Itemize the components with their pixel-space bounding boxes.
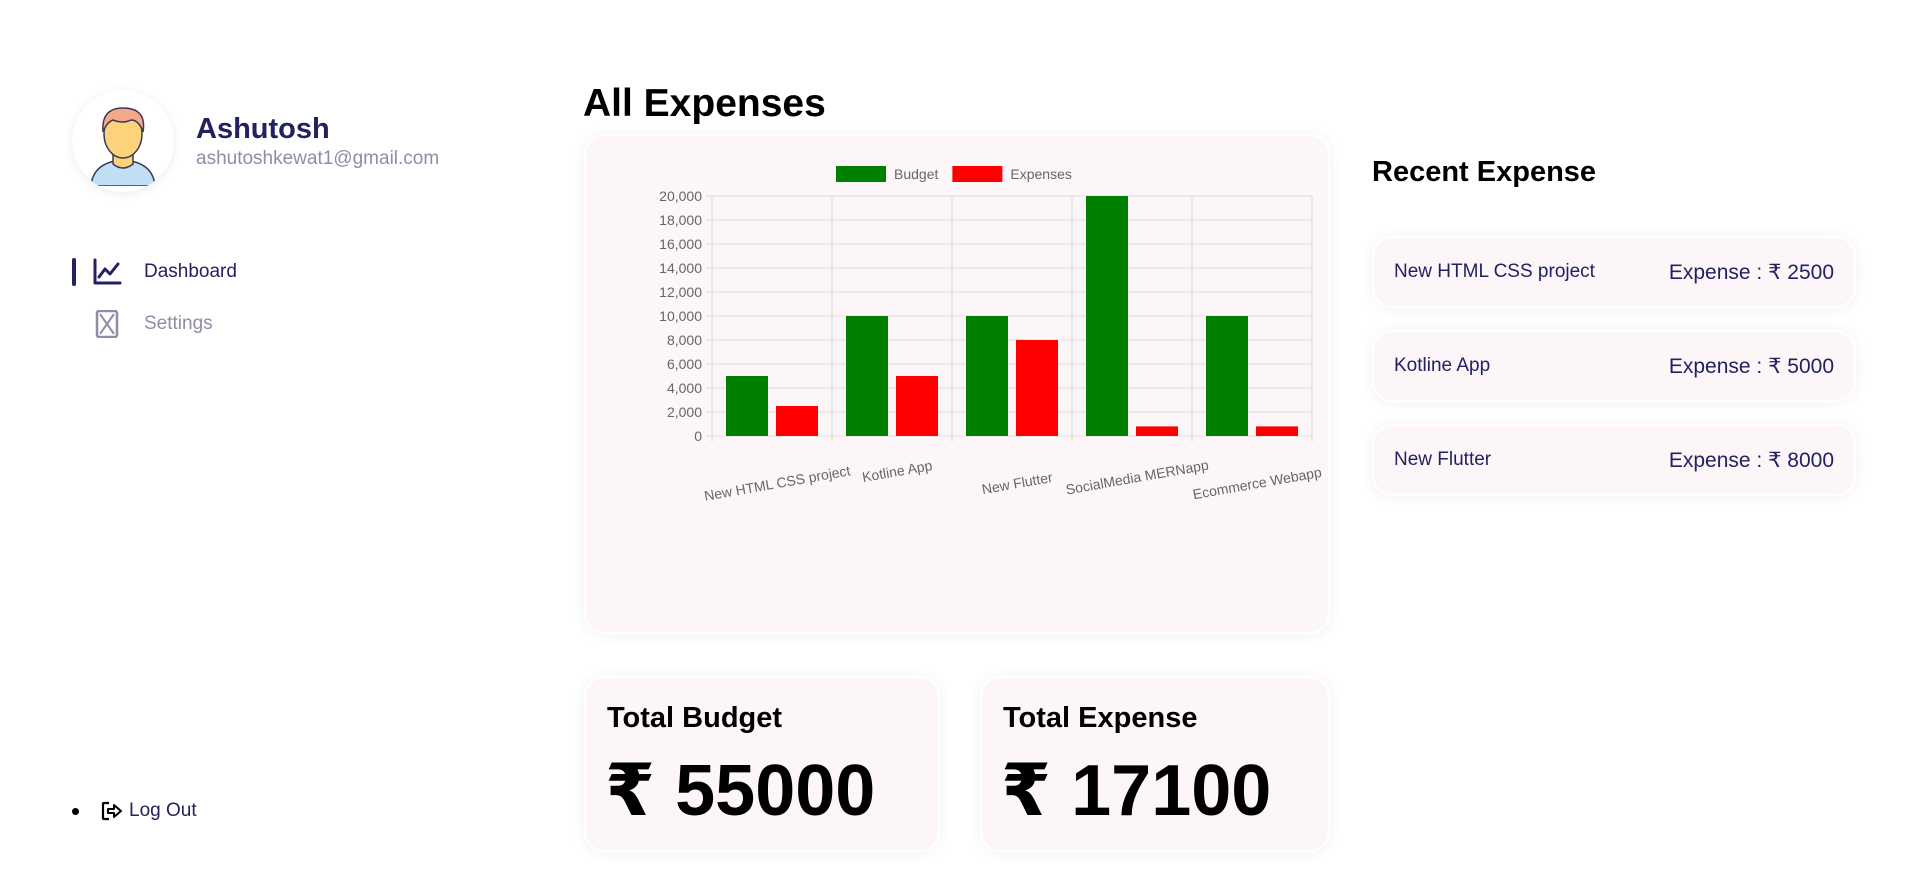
avatar-person-icon	[90, 107, 156, 186]
recent-expense-item: New Flutter Expense : ₹ 8000	[1372, 424, 1856, 496]
recent-expense-title: Recent Expense	[1372, 156, 1597, 188]
recent-expense-item: Kotline App Expense : ₹ 5000	[1372, 330, 1856, 402]
total-expense-value: ₹ 17100	[1001, 751, 1272, 831]
sidebar: Ashutosh ashutoshkewat1@gmail.com Dashbo…	[0, 0, 560, 894]
user-email: ashutoshkewat1@gmail.com	[196, 148, 440, 170]
bar-expenses	[1136, 426, 1178, 436]
bar-budget	[846, 316, 888, 436]
bar-expenses	[896, 376, 938, 436]
active-indicator	[72, 258, 76, 286]
recent-expense-item: New HTML CSS project Expense : ₹ 2500	[1372, 236, 1856, 308]
legend-swatch	[836, 166, 886, 182]
sign-out-icon	[101, 801, 122, 821]
recent-item-amount: Expense : ₹ 2500	[1668, 260, 1834, 284]
x-tick-label: Ecommerce Webapp	[1191, 464, 1322, 502]
x-tick-label: New HTML CSS project	[703, 462, 852, 503]
bar-budget	[966, 316, 1008, 436]
expenses-bar-chart: 0 2,000 4,000 6,000 8,000 10,000 12,000 14,000 1…	[659, 166, 1323, 504]
logout-button[interactable]: Log Out	[72, 800, 197, 822]
y-tick-label: 14,000	[659, 260, 702, 276]
legend-swatch	[952, 166, 1003, 182]
page-title: All Expenses	[583, 82, 826, 125]
total-expense-title: Total Expense	[1003, 702, 1198, 734]
y-tick-label: 16,000	[659, 236, 702, 252]
logout-label: Log Out	[129, 800, 197, 821]
total-budget-title: Total Budget	[607, 702, 783, 734]
recent-item-title: New Flutter	[1394, 449, 1492, 470]
bar-budget	[1206, 316, 1248, 436]
bar-expenses	[1256, 426, 1298, 436]
user-name: Ashutosh	[196, 112, 330, 145]
total-expense-card: Total Expense ₹ 17100	[980, 676, 1330, 852]
y-tick-label: 18,000	[659, 212, 702, 228]
recent-item-title: New HTML CSS project	[1394, 261, 1595, 282]
x-tick-label: Kotline App	[861, 457, 934, 485]
menu-label-dashboard: Dashboard	[144, 261, 237, 282]
y-tick-label: 10,000	[659, 308, 702, 324]
chart-line-icon	[93, 258, 122, 285]
expenses-chart-card: 0 2,000 4,000 6,000 8,000 10,000 12,000 14,000 1…	[584, 134, 1330, 634]
bar-expenses	[1016, 340, 1058, 436]
avatar	[72, 90, 174, 192]
user-profile: Ashutosh ashutoshkewat1@gmail.com	[72, 90, 439, 192]
recent-item-title: Kotline App	[1394, 355, 1491, 376]
bar-expenses	[776, 406, 818, 436]
y-tick-label: 20,000	[659, 188, 702, 204]
list-bullet	[72, 807, 79, 815]
legend-label: Expenses	[1010, 166, 1071, 182]
y-tick-label: 4,000	[667, 380, 702, 396]
y-tick-label: 6,000	[667, 356, 702, 372]
y-tick-label: 12,000	[659, 284, 702, 300]
legend-label: Budget	[894, 166, 938, 182]
total-budget-card: Total Budget ₹ 55000	[584, 676, 940, 852]
bar-budget	[726, 376, 768, 436]
bar-budget	[1086, 196, 1128, 436]
x-tick-label: SocialMedia MERNapp	[1064, 457, 1210, 498]
recent-item-amount: Expense : ₹ 8000	[1668, 448, 1834, 472]
y-tick-label: 2,000	[667, 404, 702, 420]
hourglass-icon	[95, 310, 119, 338]
menu-label-settings: Settings	[144, 313, 213, 334]
recent-item-amount: Expense : ₹ 5000	[1668, 354, 1834, 378]
y-tick-label: 8,000	[667, 332, 702, 348]
total-budget-value: ₹ 55000	[605, 751, 876, 831]
x-tick-label: New Flutter	[980, 469, 1054, 497]
y-tick-label: 0	[694, 428, 702, 444]
